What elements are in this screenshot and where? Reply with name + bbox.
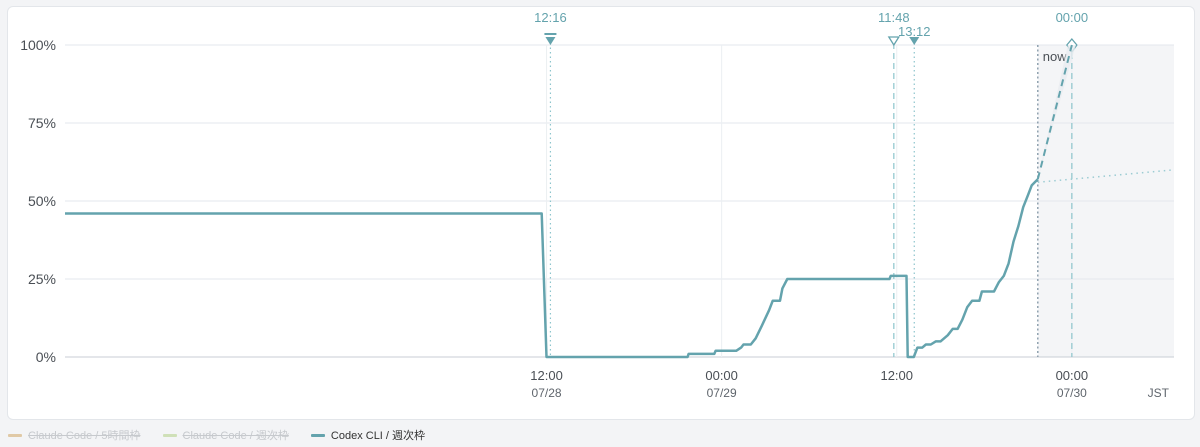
now-label: now	[1043, 49, 1067, 64]
legend-swatch	[310, 433, 325, 437]
legend-swatch	[162, 433, 177, 437]
filled-triangle-marker-icon	[909, 37, 920, 45]
legend-label: Codex CLI / 週次枠	[330, 430, 426, 442]
x-tick-time: 00:00	[1056, 368, 1089, 383]
legend-label: Claude Code / 5時間枠	[28, 430, 141, 442]
reset-marker-label: 13:12	[898, 24, 931, 39]
chart-legend: Claude Code / 5時間枠 Claude Code / 週次枠 Cod…	[8, 427, 425, 443]
x-tick-date: 07/28	[532, 386, 562, 400]
legend-item-codex-weekly[interactable]: Codex CLI / 週次枠	[310, 427, 426, 443]
y-tick-label: 50%	[28, 193, 56, 209]
trend-line	[1037, 169, 1175, 184]
hollow-triangle-marker-icon	[887, 36, 901, 47]
series-line-codex-weekly	[65, 178, 1039, 359]
chart-card: 12:16 11:48 13:12 00:00 now 0% 25% 50% 75% 100%…	[7, 6, 1195, 420]
grid-lines	[65, 44, 1174, 358]
y-tick-label: 75%	[28, 115, 56, 131]
filled-triangle-marker-icon	[545, 37, 556, 45]
series-lines	[65, 44, 1175, 359]
y-tick-label: 25%	[28, 271, 56, 287]
legend-item-claude-weekly[interactable]: Claude Code / 週次枠	[162, 427, 289, 443]
now-marker: now	[1037, 45, 1067, 357]
reset-marker-label: 12:16	[534, 10, 567, 25]
legend-swatch	[8, 433, 22, 437]
legend-label: Claude Code / 週次枠	[182, 430, 289, 442]
x-tick-time: 00:00	[705, 368, 738, 383]
x-tick-date: 07/30	[1057, 386, 1087, 400]
legend-item-claude-5h[interactable]: Claude Code / 5時間枠	[8, 427, 141, 443]
reset-marker-label: 00:00	[1056, 10, 1089, 25]
y-axis: 0% 25% 50% 75% 100%	[20, 37, 56, 365]
timezone-label: JST	[1148, 386, 1170, 400]
x-tick-date: 07/29	[707, 386, 737, 400]
x-tick-time: 12:00	[880, 368, 913, 383]
x-axis: 12:00 07/28 00:00 07/29 12:00 00:00 07/30 JST	[530, 368, 1169, 400]
reset-marker-label: 11:48	[878, 10, 910, 25]
y-tick-label: 0%	[36, 349, 56, 365]
projection-band	[1037, 45, 1076, 180]
y-tick-label: 100%	[20, 37, 56, 53]
x-tick-time: 12:00	[530, 368, 563, 383]
